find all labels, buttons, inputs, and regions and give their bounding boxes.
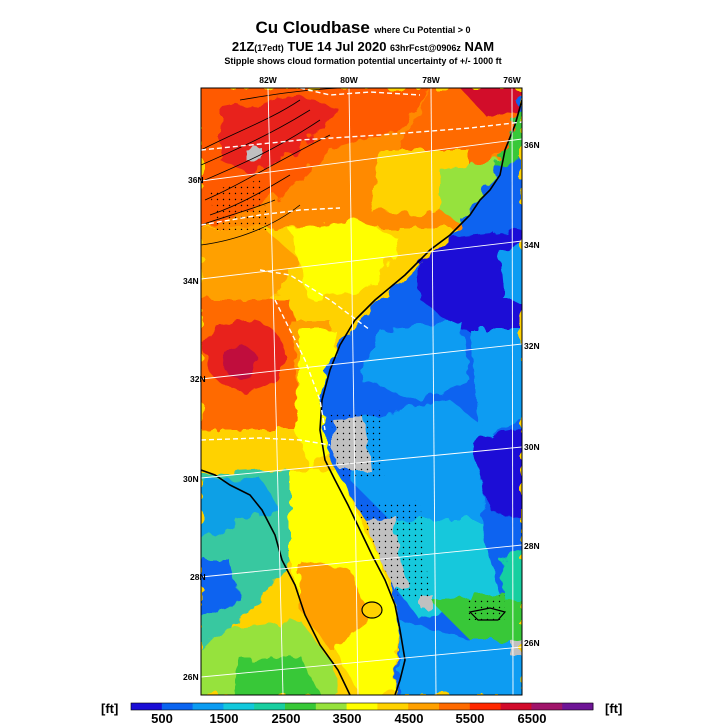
colorbar-segment bbox=[531, 703, 563, 710]
forecast-run: 63hrFcst@0906z bbox=[390, 43, 461, 53]
colorbar-segment bbox=[346, 703, 378, 710]
lat-label-right-34n: 34N bbox=[524, 240, 540, 250]
lat-lon-grid bbox=[201, 88, 522, 695]
gulf-coastline bbox=[201, 469, 351, 695]
colorbar-unit-left: [ft] bbox=[101, 701, 119, 716]
valid-date: TUE 14 Jul 2020 bbox=[287, 39, 387, 54]
lat-label-right-30n: 30N bbox=[524, 442, 540, 452]
colorbar-outline bbox=[130, 702, 594, 711]
colorbar-segment bbox=[408, 703, 440, 710]
colorbar-tick-500: 500 bbox=[151, 711, 173, 726]
colorbar-segment bbox=[161, 703, 194, 710]
lat-label-left-34n: 34N bbox=[183, 276, 199, 286]
coastline bbox=[319, 99, 522, 695]
valid-time: 21Z bbox=[231, 39, 255, 54]
model-name: NAM bbox=[464, 39, 495, 54]
cloudbase-field bbox=[201, 88, 522, 695]
lat-label-left-36n: 36N bbox=[188, 175, 204, 185]
lat-label-left-30n: 30N bbox=[183, 474, 199, 484]
colorbar-segment bbox=[285, 703, 317, 710]
colorbar-tick-6500: 6500 bbox=[517, 711, 547, 726]
title-main: Cu Cloudbase bbox=[255, 18, 370, 37]
colorbar-segment bbox=[469, 703, 502, 710]
lat-label-right-26n: 26N bbox=[524, 638, 540, 648]
lat-label-right-32n: 32N bbox=[524, 341, 540, 351]
colorbar-tick-2500: 2500 bbox=[271, 711, 301, 726]
colorbar-tick-1500: 1500 bbox=[209, 711, 239, 726]
colorbar-segment bbox=[254, 703, 286, 710]
lat-label-left-28n: 28N bbox=[190, 572, 206, 582]
colorbar-tick-5500: 5500 bbox=[455, 711, 485, 726]
lon-label-82w: 82W bbox=[259, 75, 277, 85]
lat-label-right-36n: 36N bbox=[524, 140, 540, 150]
local-time: (17edt) bbox=[254, 43, 284, 53]
colorbar-tick-3500: 3500 bbox=[332, 711, 362, 726]
colorbar-segment bbox=[223, 703, 255, 710]
lon-label-80w: 80W bbox=[340, 75, 358, 85]
colorbar bbox=[130, 702, 594, 711]
colorbar-segment bbox=[192, 703, 224, 710]
map-title: Cu Cloudbase where Cu Potential > 0 bbox=[0, 18, 726, 38]
stipple-note: Stipple shows cloud formation potential … bbox=[224, 56, 502, 66]
lat-label-right-28n: 28N bbox=[524, 541, 540, 551]
colorbar-segment bbox=[377, 703, 409, 710]
state-borders bbox=[201, 88, 522, 446]
lat-label-left-26n: 26N bbox=[183, 672, 199, 682]
colorbar-segment bbox=[500, 703, 532, 710]
lon-label-78w: 78W bbox=[422, 75, 440, 85]
lat-label-left-32n: 32N bbox=[190, 374, 206, 384]
bahamas-outline bbox=[468, 607, 507, 621]
colorbar-segment bbox=[131, 703, 163, 710]
valid-time-line: 21Z(17edt) TUE 14 Jul 2020 63hrFcst@0906… bbox=[0, 39, 726, 54]
colorbar-tick-4500: 4500 bbox=[394, 711, 424, 726]
lon-label-76w: 76W bbox=[503, 75, 521, 85]
colorbar-segment bbox=[439, 703, 471, 710]
colorbar-segment bbox=[315, 703, 348, 710]
colorbar-segment bbox=[562, 703, 594, 710]
colorbar-unit-right: [ft] bbox=[605, 701, 623, 716]
title-qualifier: where Cu Potential > 0 bbox=[374, 25, 471, 35]
